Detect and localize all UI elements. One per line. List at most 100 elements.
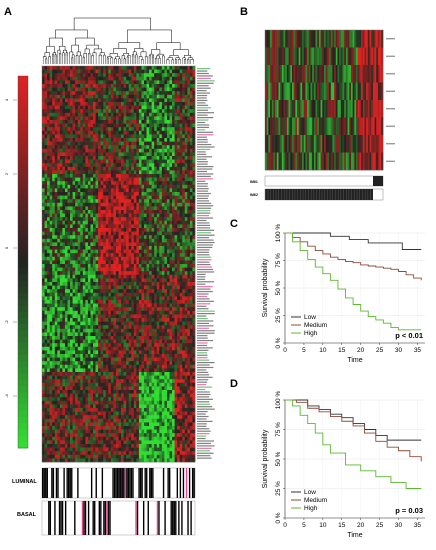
- heat-cell: [138, 238, 142, 243]
- heat-cell: [57, 231, 61, 236]
- heat-cell: [105, 87, 109, 92]
- heat-cell: [100, 195, 104, 200]
- heat-cell: [75, 328, 78, 333]
- heat-cell: [138, 260, 142, 265]
- heat-cell: [93, 307, 96, 312]
- heat-cell: [166, 105, 170, 110]
- heat-cell: [64, 343, 68, 348]
- heat-cell: [131, 321, 135, 326]
- heat-cell: [108, 127, 112, 132]
- heat-cell: [93, 253, 96, 258]
- heat-cell: [87, 130, 91, 135]
- heat-cell: [121, 69, 124, 74]
- heat-cell: [118, 181, 122, 186]
- heat-cell: [164, 69, 168, 74]
- heat-cell: [138, 84, 142, 88]
- heat-cell: [144, 80, 147, 85]
- heat-cell: [138, 282, 142, 286]
- heat-cell: [131, 328, 135, 333]
- heat-cell: [187, 274, 191, 279]
- heat-cell: [42, 307, 45, 312]
- heat-cell: [177, 181, 180, 186]
- heat-cell: [110, 310, 114, 315]
- heat-cell: [166, 228, 170, 232]
- heat-cell: [169, 84, 173, 88]
- heat-cell: [161, 202, 165, 207]
- heat-cell: [42, 289, 45, 294]
- heat-cell: [166, 256, 170, 261]
- heat-cell: [156, 242, 160, 247]
- heat-cell: [123, 289, 127, 294]
- heat-cell: [77, 76, 81, 81]
- heat-cell: [151, 231, 155, 236]
- heat-cell: [149, 246, 152, 250]
- heat-cell: [154, 91, 158, 96]
- heat-cell: [138, 202, 142, 207]
- heat-cell: [115, 87, 119, 92]
- heat-cell: [59, 231, 63, 236]
- heat-cell: [95, 296, 99, 301]
- heat-cell: [100, 217, 104, 222]
- heat-cell: [100, 278, 104, 283]
- heat-cell: [184, 202, 188, 207]
- heat-cell: [166, 112, 170, 117]
- heat-cell: [59, 195, 63, 200]
- heat-cell: [166, 73, 170, 78]
- heat-cell: [44, 325, 48, 330]
- heat-cell: [118, 303, 122, 308]
- heat-cell: [110, 174, 114, 178]
- heat-cell: [121, 213, 124, 218]
- heat-cell: [169, 267, 173, 272]
- heat-cell: [141, 145, 145, 150]
- heat-cell: [52, 98, 56, 103]
- heat-cell: [154, 318, 158, 322]
- heat-cell: [59, 91, 63, 96]
- heat-cell: [44, 166, 48, 171]
- heat-cell: [159, 102, 163, 106]
- heat-cell: [187, 246, 191, 250]
- heat-cell: [47, 300, 50, 304]
- heat-cell: [149, 94, 152, 99]
- heat-cell: [192, 123, 196, 128]
- heat-cell: [174, 152, 178, 157]
- heat-cell: [146, 228, 150, 232]
- heat-cell: [182, 174, 186, 178]
- heat-cell: [121, 325, 124, 330]
- heat-cell: [187, 260, 191, 265]
- heat-cell: [154, 127, 158, 132]
- heat-cell: [70, 152, 73, 157]
- heat-cell: [161, 332, 165, 337]
- heat-cell: [146, 282, 150, 286]
- heat-cell: [187, 292, 191, 297]
- heat-cell: [161, 170, 165, 175]
- heat-cell: [189, 199, 193, 204]
- heat-cell: [80, 166, 84, 171]
- heat-cell: [169, 98, 173, 103]
- heat-cell: [108, 253, 112, 258]
- heat-cell: [133, 278, 137, 283]
- heat-cell: [159, 260, 163, 265]
- heat-cell: [177, 267, 180, 272]
- heat-cell: [182, 310, 186, 315]
- heat-cell: [110, 217, 114, 222]
- heat-cell: [144, 217, 147, 222]
- heat-cell: [90, 238, 94, 243]
- heat-cell: [123, 141, 127, 146]
- heat-cell: [187, 321, 191, 326]
- heat-cell: [146, 102, 150, 106]
- heat-cell: [54, 264, 58, 268]
- heat-cell: [146, 177, 150, 182]
- heat-cell: [156, 206, 160, 211]
- heat-cell: [182, 163, 186, 168]
- heat-cell: [67, 238, 71, 243]
- heat-cell: [187, 220, 191, 225]
- heat-cell: [169, 231, 173, 236]
- heat-cell: [192, 116, 196, 121]
- heat-cell: [54, 130, 58, 135]
- heat-cell: [67, 271, 71, 276]
- heat-cell: [98, 253, 101, 258]
- heat-cell: [77, 73, 81, 78]
- heat-cell: [54, 256, 58, 261]
- heat-cell: [75, 166, 78, 171]
- heat-cell: [59, 123, 63, 128]
